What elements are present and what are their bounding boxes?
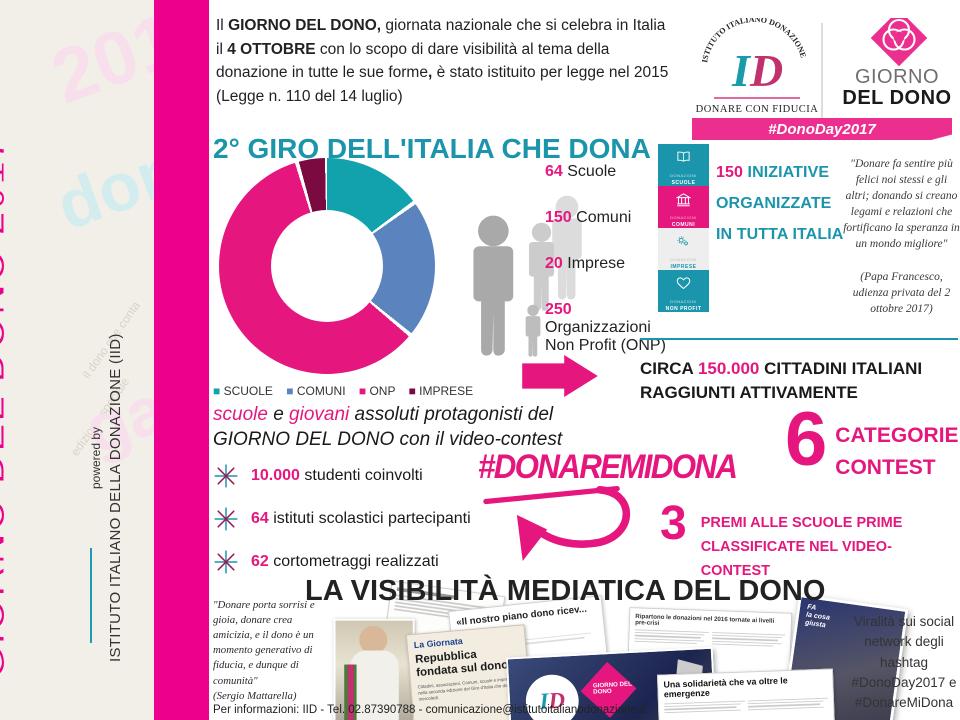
svg-text:DONARE CON FIDUCIA: DONARE CON FIDUCIA [696,104,819,115]
svg-text:dono: dono [47,117,154,245]
svg-text:DEL DONO: DEL DONO [842,87,951,109]
svg-text:2017: 2017 [41,0,154,120]
svg-text:D: D [749,45,783,96]
svg-text:GIORNO: GIORNO [855,66,939,88]
svg-text:I: I [731,45,752,96]
